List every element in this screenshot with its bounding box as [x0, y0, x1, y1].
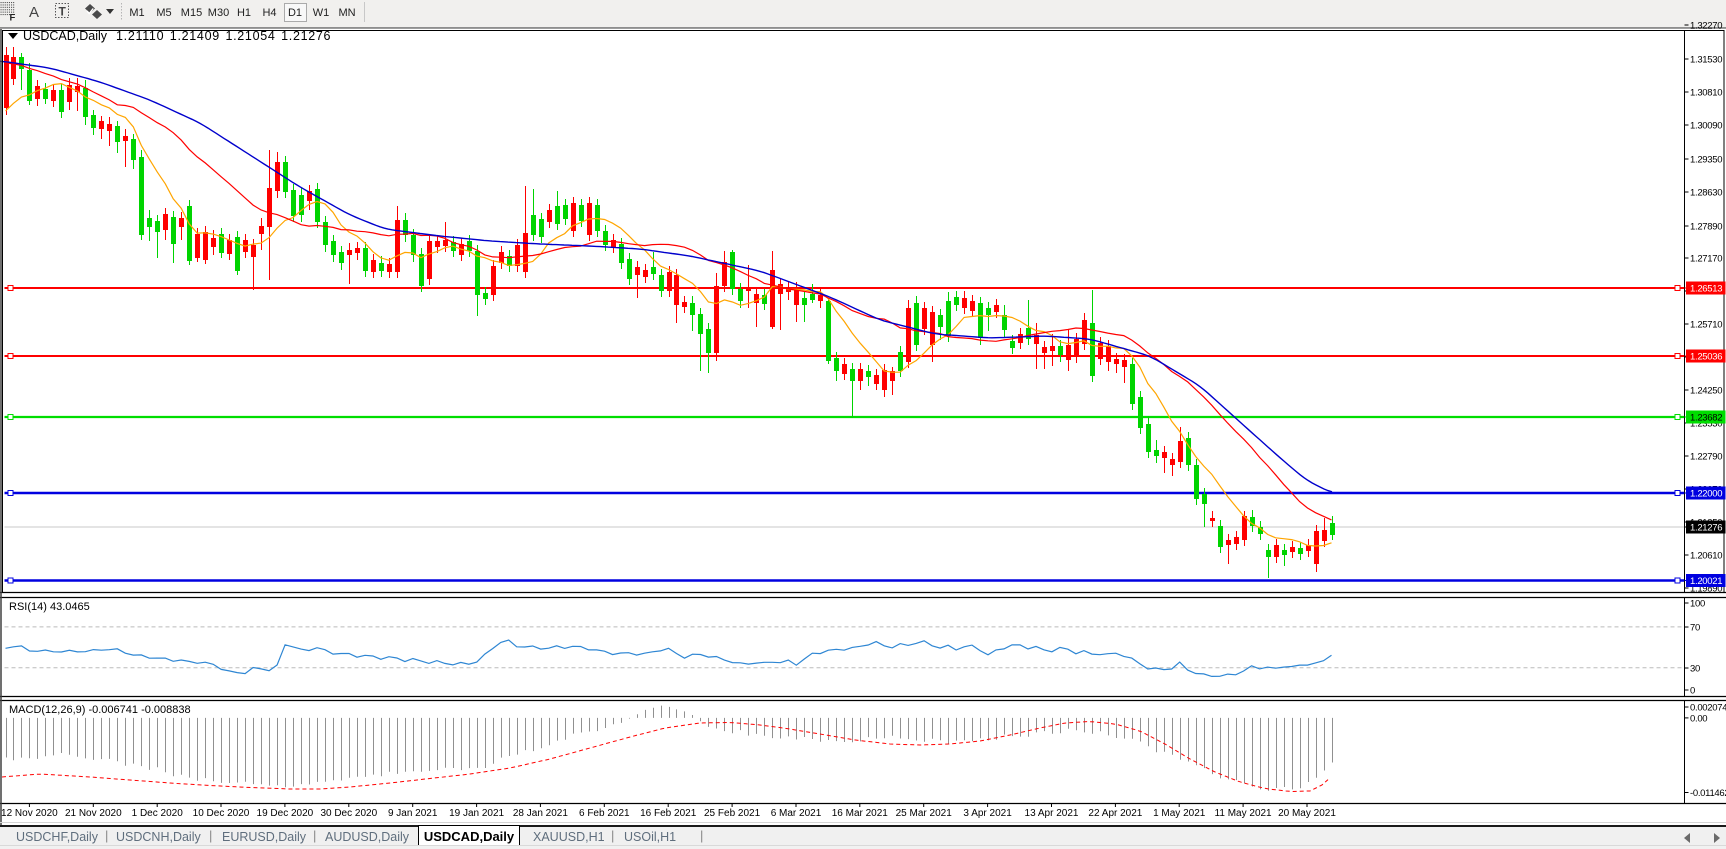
svg-text:T: T [59, 5, 67, 19]
svg-text:M5: M5 [156, 7, 171, 19]
svg-text:H4: H4 [262, 7, 276, 19]
svg-text:20 May 2021: 20 May 2021 [1278, 808, 1336, 819]
svg-text:A: A [29, 4, 39, 21]
svg-text:0.002074: 0.002074 [1690, 703, 1726, 714]
svg-text:1.21110 1.21409 1.21054 1.2127: 1.21110 1.21409 1.21054 1.21276 [116, 29, 331, 43]
svg-text:1.23530: 1.23530 [1690, 419, 1722, 430]
svg-text:H1: H1 [237, 7, 251, 19]
svg-text:1.25710: 1.25710 [1690, 320, 1722, 331]
svg-text:16 Feb 2021: 16 Feb 2021 [640, 808, 697, 819]
svg-text:1.25036: 1.25036 [1690, 352, 1722, 363]
svg-text:100: 100 [1690, 599, 1705, 610]
svg-text:11 May 2021: 11 May 2021 [1215, 808, 1273, 819]
svg-text:30 Dec 2020: 30 Dec 2020 [320, 808, 377, 819]
svg-text:1.21276: 1.21276 [1690, 523, 1722, 534]
svg-text:1.28630: 1.28630 [1690, 188, 1722, 199]
svg-text:1.22000: 1.22000 [1690, 489, 1722, 500]
svg-text:1.22790: 1.22790 [1690, 452, 1722, 463]
svg-text:10 Dec 2020: 10 Dec 2020 [193, 808, 250, 819]
svg-text:1.20610: 1.20610 [1690, 551, 1722, 562]
svg-text:1.20021: 1.20021 [1690, 576, 1722, 587]
svg-text:6 Feb 2021: 6 Feb 2021 [579, 808, 630, 819]
svg-text:22 Apr 2021: 22 Apr 2021 [1088, 808, 1142, 819]
svg-text:16 Mar 2021: 16 Mar 2021 [832, 808, 889, 819]
svg-text:MN: MN [338, 7, 355, 19]
svg-text:30: 30 [1690, 664, 1700, 675]
svg-text:12 Nov 2020: 12 Nov 2020 [1, 808, 58, 819]
svg-text:RSI(14) 43.0465: RSI(14) 43.0465 [9, 601, 90, 613]
svg-text:25 Mar 2021: 25 Mar 2021 [896, 808, 953, 819]
svg-text:0.00: 0.00 [1690, 713, 1707, 724]
svg-text:W1: W1 [313, 7, 330, 19]
svg-text:25 Feb 2021: 25 Feb 2021 [704, 808, 761, 819]
svg-text:19 Dec 2020: 19 Dec 2020 [257, 808, 314, 819]
svg-text:1 May 2021: 1 May 2021 [1153, 808, 1206, 819]
svg-text:1.27890: 1.27890 [1690, 222, 1722, 233]
svg-text:1.23682: 1.23682 [1690, 413, 1722, 424]
svg-text:3 Apr 2021: 3 Apr 2021 [963, 808, 1012, 819]
svg-text:M1: M1 [129, 7, 144, 19]
svg-text:1.32270: 1.32270 [1690, 21, 1722, 32]
svg-text:19 Jan 2021: 19 Jan 2021 [449, 808, 504, 819]
svg-text:9 Jan 2021: 9 Jan 2021 [388, 808, 438, 819]
svg-text:1.26513: 1.26513 [1690, 284, 1722, 295]
svg-text:28 Jan 2021: 28 Jan 2021 [513, 808, 568, 819]
svg-text:1.30810: 1.30810 [1690, 88, 1722, 99]
svg-text:MACD(12,26,9) -0.006741 -0.008: MACD(12,26,9) -0.006741 -0.008838 [9, 704, 191, 716]
svg-text:1.27170: 1.27170 [1690, 254, 1722, 265]
svg-text:1.29350: 1.29350 [1690, 155, 1722, 166]
svg-text:M30: M30 [208, 7, 229, 19]
svg-text:1.19890: 1.19890 [1690, 584, 1722, 595]
svg-text:D1: D1 [288, 7, 302, 19]
svg-text:0: 0 [1690, 686, 1695, 697]
svg-text:1.24250: 1.24250 [1690, 386, 1722, 397]
svg-text:21 Nov 2020: 21 Nov 2020 [65, 808, 122, 819]
svg-text:1.30090: 1.30090 [1690, 121, 1722, 132]
svg-text:M15: M15 [181, 7, 202, 19]
svg-text:13 Apr 2021: 13 Apr 2021 [1025, 808, 1079, 819]
svg-text:USDCAD,Daily: USDCAD,Daily [23, 29, 108, 43]
svg-text:6 Mar 2021: 6 Mar 2021 [771, 808, 822, 819]
svg-text:70: 70 [1690, 623, 1700, 634]
svg-text:F: F [10, 13, 16, 24]
svg-text:1.31530: 1.31530 [1690, 55, 1722, 66]
svg-text:1 Dec 2020: 1 Dec 2020 [132, 808, 184, 819]
svg-text:-0.011462: -0.011462 [1690, 788, 1726, 799]
